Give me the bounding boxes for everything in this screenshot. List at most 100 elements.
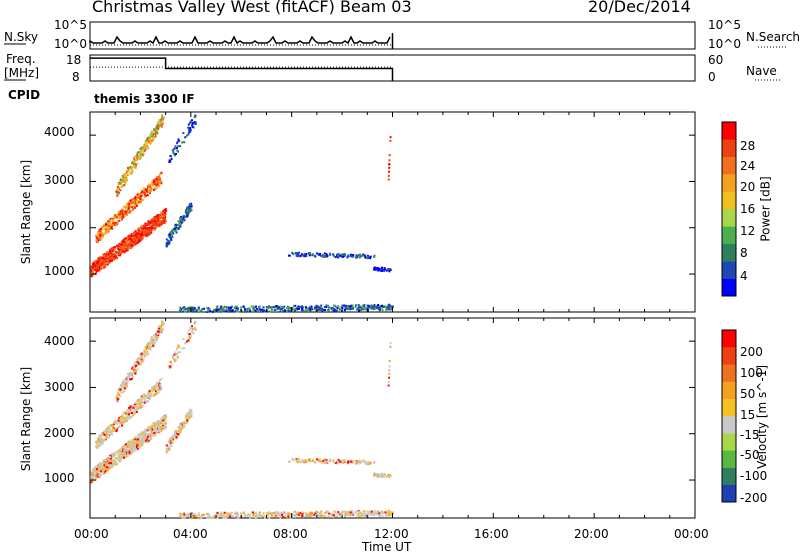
power-cell — [137, 151, 140, 154]
velocity-cell — [91, 474, 94, 477]
power-cell — [153, 228, 156, 231]
power-cell — [103, 258, 106, 261]
power-cell — [168, 159, 171, 162]
velocity-cell — [144, 351, 147, 354]
velocity-cell — [190, 408, 193, 411]
power-cell — [137, 192, 140, 195]
velocity-cell — [128, 442, 131, 445]
power-cell — [294, 252, 297, 255]
velocity-cell — [135, 361, 138, 364]
velocity-cell — [151, 341, 154, 344]
power-cell — [142, 224, 145, 227]
velocity-cell — [132, 414, 135, 417]
power-cell — [162, 210, 165, 213]
velocity-cell — [173, 353, 176, 356]
power-cell — [378, 309, 381, 312]
power-cell — [385, 308, 388, 311]
power-cell — [178, 140, 181, 143]
power-cell — [110, 259, 113, 262]
velocity-cell — [162, 416, 165, 419]
velocity-cell — [137, 440, 140, 443]
power-cell — [190, 208, 193, 211]
velocity-cell — [175, 353, 178, 356]
velocity-cell — [184, 342, 187, 345]
power-cell — [388, 308, 391, 311]
power-cell — [235, 310, 238, 313]
velocity-cell — [125, 418, 128, 421]
power-cell — [357, 306, 360, 309]
power-cell — [189, 121, 192, 124]
power-cell — [230, 306, 233, 309]
velocity-cell — [362, 514, 365, 517]
power-cell — [343, 308, 346, 311]
power-cell — [129, 165, 132, 168]
power-cell — [216, 310, 219, 313]
power-cell — [110, 224, 113, 227]
power-cell — [150, 131, 153, 134]
velocity-cell — [387, 381, 390, 383]
velocity-cell — [385, 514, 388, 517]
velocity-cell — [225, 516, 228, 519]
power-cell — [162, 213, 164, 216]
power-cell — [305, 252, 308, 255]
power-cell — [175, 231, 178, 234]
velocity-cell — [119, 459, 122, 461]
power-cell — [101, 226, 104, 228]
velocity-cell — [346, 514, 349, 517]
velocity-cell — [104, 437, 107, 440]
velocity-cell — [179, 351, 182, 354]
power-cell — [129, 210, 132, 213]
velocity-cell — [160, 331, 163, 334]
power-cell — [319, 306, 322, 309]
velocity-cell — [305, 512, 307, 515]
power-cell — [129, 238, 132, 241]
power-cell — [124, 214, 127, 217]
power-cell — [186, 210, 189, 213]
power-cell — [359, 253, 362, 256]
velocity-cell — [132, 447, 135, 450]
power-cell — [209, 310, 212, 313]
velocity-cell — [109, 458, 112, 461]
power-cell — [366, 256, 369, 259]
velocity-cell — [362, 459, 365, 462]
power-cell — [236, 307, 239, 310]
power-cell — [351, 306, 354, 309]
velocity-cell — [252, 512, 255, 515]
velocity-cell — [116, 400, 119, 403]
velocity-cell — [153, 342, 156, 345]
power-cell — [126, 210, 129, 212]
velocity-cell — [190, 516, 193, 519]
power-cell — [270, 308, 273, 311]
velocity-cell — [93, 474, 96, 477]
power-cell — [186, 211, 188, 214]
power-cell — [130, 233, 133, 235]
velocity-cell — [102, 432, 105, 435]
velocity-cell — [99, 436, 102, 439]
power-cell — [309, 309, 312, 312]
power-cell — [131, 206, 133, 209]
power-cell — [98, 229, 101, 232]
velocity-cell — [126, 380, 129, 382]
velocity-cell — [379, 511, 382, 514]
power-cell — [156, 180, 159, 183]
power-cell — [123, 210, 126, 213]
power-cell — [189, 120, 192, 123]
power-cell — [228, 308, 231, 311]
velocity-cell — [391, 511, 394, 514]
velocity-colorbar-cell — [722, 330, 736, 348]
velocity-cell — [337, 458, 340, 461]
velocity-cell — [148, 341, 151, 344]
power-cell — [187, 133, 190, 136]
power-cell — [144, 194, 147, 197]
power-cell — [160, 171, 163, 174]
power-cell — [386, 269, 388, 272]
power-cell — [152, 132, 155, 135]
velocity-cell — [136, 405, 139, 408]
power-cell — [183, 219, 186, 222]
velocity-cell — [130, 448, 132, 451]
power-cell — [133, 243, 136, 246]
velocity-cell — [146, 391, 149, 394]
velocity-cell — [390, 512, 393, 515]
velocity-cell — [138, 407, 140, 410]
velocity-cell — [137, 438, 140, 441]
